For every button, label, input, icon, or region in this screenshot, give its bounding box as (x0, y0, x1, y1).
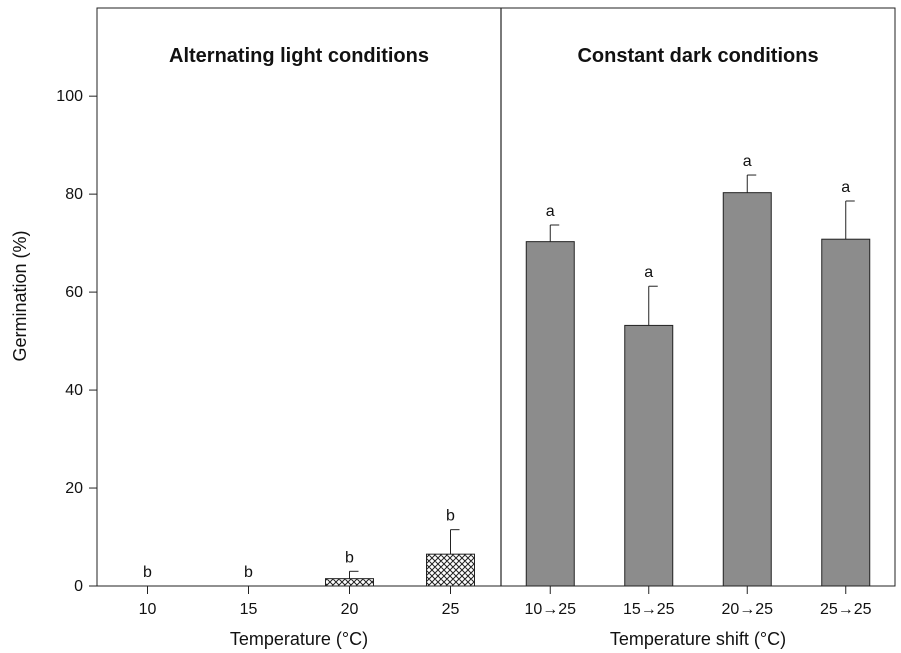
bar (325, 578, 374, 587)
y-tick-label: 40 (65, 382, 83, 399)
significance-label: a (546, 203, 555, 220)
y-axis: 0 20 40 60 80 100 (56, 88, 97, 595)
x-tick-label: 25→25 (820, 601, 872, 618)
panel-light: Alternating light conditions Temperature … (139, 45, 475, 649)
significance-label: a (841, 179, 850, 196)
significance-label: a (743, 153, 752, 170)
x-tick-label: 15→25 (623, 601, 675, 618)
significance-label: b (345, 549, 354, 566)
y-tick-label: 100 (56, 88, 83, 105)
y-tick-label: 60 (65, 284, 83, 301)
bar (722, 192, 772, 587)
bar (525, 241, 575, 587)
x-axis-title: Temperature shift (°C) (610, 629, 786, 649)
x-tick-label: 15 (240, 601, 258, 618)
x-tick-label: 10→25 (524, 601, 576, 618)
bar (426, 553, 475, 587)
y-axis-title: Germination (%) (10, 230, 30, 361)
y-tick-label: 80 (65, 186, 83, 203)
y-tick-label: 0 (74, 578, 83, 595)
x-axis-title: Temperature (°C) (230, 629, 368, 649)
panel-title: Alternating light conditions (169, 45, 429, 67)
plot-frame (96, 7, 896, 587)
bar (624, 324, 674, 587)
x-tick-label: 20 (341, 601, 359, 618)
x-tick-label: 25 (442, 601, 460, 618)
panel-title: Constant dark conditions (577, 45, 818, 67)
significance-label: b (244, 564, 253, 581)
panel-dark: Constant dark conditions Temperature shif… (524, 45, 871, 649)
y-tick-label: 20 (65, 480, 83, 497)
x-tick-label: 10 (139, 601, 157, 618)
bar (821, 238, 871, 587)
panels: Alternating light conditions Temperature … (139, 45, 872, 649)
significance-label: b (143, 564, 152, 581)
significance-label: a (644, 264, 653, 281)
x-tick-label: 20→25 (721, 601, 773, 618)
significance-label: b (446, 508, 455, 525)
plot-border (96, 7, 896, 587)
